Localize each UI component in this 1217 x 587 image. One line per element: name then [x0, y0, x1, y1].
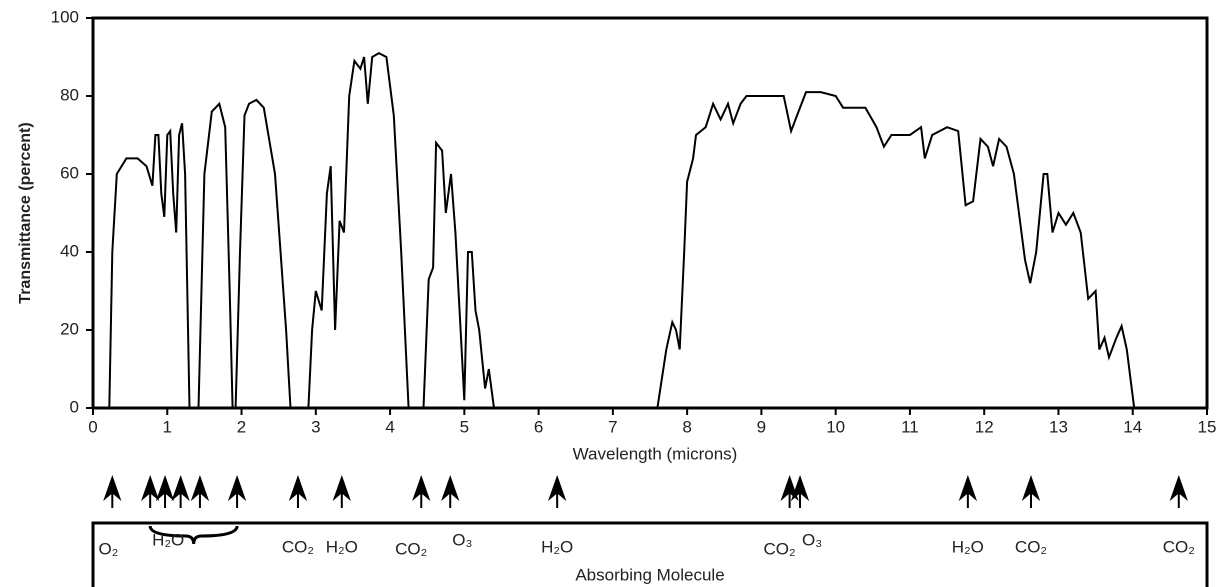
x-axis-label: Wavelength (microns): [573, 444, 738, 463]
molecule-label: CO₂: [395, 539, 427, 558]
absorption-arrow: [227, 474, 247, 508]
absorption-arrow: [171, 474, 190, 508]
molecule-label: O₃: [452, 530, 472, 549]
absorption-arrow: [190, 474, 210, 508]
molecule-label: O₂: [98, 539, 118, 558]
absorption-arrow: [1169, 474, 1188, 508]
absorption-arrow: [332, 474, 351, 508]
absorption-arrow: [288, 474, 308, 508]
y-tick-label: 60: [60, 163, 79, 182]
absorption-arrow: [790, 474, 810, 508]
x-tick-label: 2: [237, 417, 246, 436]
x-tick-label: 10: [826, 417, 845, 436]
absorption-arrow: [412, 474, 431, 508]
y-tick-label: 0: [70, 397, 79, 416]
y-axis-label: Transmittance (percent): [17, 122, 34, 303]
molecule-label: H₂O: [152, 530, 184, 549]
absorption-arrow: [155, 474, 175, 508]
x-tick-label: 14: [1123, 417, 1142, 436]
absorption-arrow: [141, 474, 160, 508]
brace: [148, 525, 239, 545]
x-tick-label: 5: [460, 417, 469, 436]
x-tick-label: 6: [534, 417, 543, 436]
x-tick-label: 11: [901, 417, 919, 436]
plot-frame: [91, 16, 1209, 410]
x-tick-label: 1: [163, 417, 172, 436]
molecule-label: O₃: [802, 530, 822, 549]
x-tick-label: 4: [385, 417, 394, 436]
x-tick-label: 0: [88, 417, 97, 436]
absorption-arrow: [103, 474, 122, 508]
y-tick-label: 20: [60, 319, 79, 338]
molecule-label: CO₂: [1015, 537, 1047, 556]
molecule-label: H₂O: [952, 537, 984, 556]
molecule-label: CO₂: [282, 537, 314, 556]
y-tick-label: 80: [60, 85, 79, 104]
x-tick-label: 15: [1198, 417, 1217, 436]
molecule-label: H₂O: [326, 537, 358, 556]
x-tick-label: 8: [682, 417, 691, 436]
molecule-label: H₂O: [541, 537, 573, 556]
panel-title: Absorbing Molecule: [575, 565, 724, 584]
absorption-arrow: [441, 474, 460, 508]
absorption-arrow: [1021, 474, 1041, 508]
x-tick-label: 3: [311, 417, 320, 436]
y-tick-label: 40: [60, 241, 79, 260]
x-tick-label: 13: [1049, 417, 1068, 436]
molecule-label: CO₂: [764, 539, 796, 558]
molecule-label: CO₂: [1163, 537, 1195, 556]
y-tick-label: 100: [51, 7, 79, 26]
transmittance-line: [108, 51, 1136, 409]
absorption-arrow: [547, 474, 567, 508]
absorption-arrow: [958, 474, 978, 508]
molecule-panel: [91, 521, 1209, 587]
x-tick-label: 7: [608, 417, 617, 436]
x-tick-label: 12: [975, 417, 994, 436]
x-tick-label: 9: [757, 417, 766, 436]
